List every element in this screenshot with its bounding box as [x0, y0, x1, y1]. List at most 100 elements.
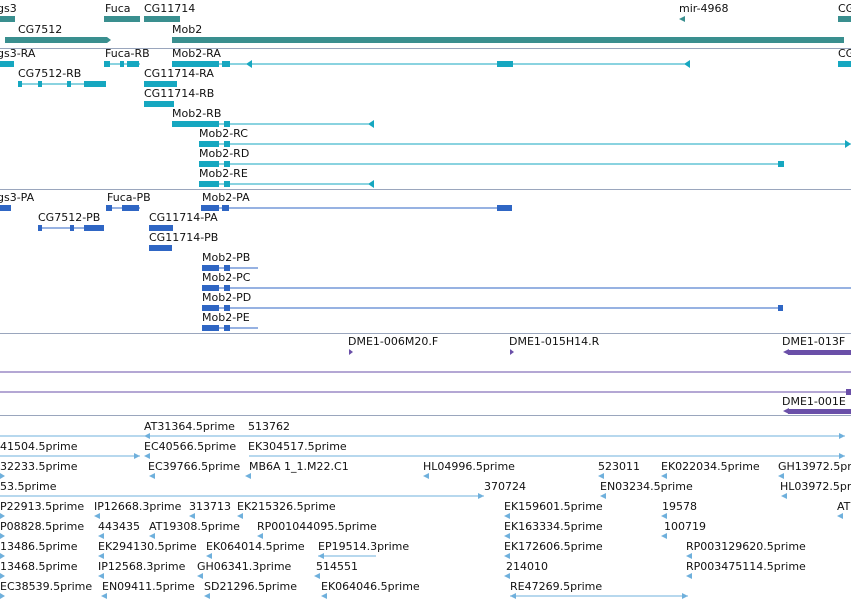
est-label[interactable]: EC38539.5prime	[0, 580, 92, 593]
est-label[interactable]: 443435	[98, 520, 140, 533]
protein-label[interactable]: CG11714-PB	[149, 231, 218, 244]
protein-feature[interactable]	[106, 205, 112, 211]
est-label[interactable]: 214010	[506, 560, 548, 573]
est-label[interactable]: 100719	[664, 520, 706, 533]
protein-label[interactable]: Mob2-PA	[202, 191, 250, 204]
gene-feature-mir-4968[interactable]	[679, 16, 685, 22]
est-label[interactable]: RP001044095.5prime	[257, 520, 377, 533]
est-label[interactable]: IP12568.3prime	[98, 560, 186, 573]
est-label[interactable]: 370724	[484, 480, 526, 493]
protein-label[interactable]: CG7512-PB	[38, 211, 100, 224]
est-label[interactable]: 41504.5prime	[0, 440, 78, 453]
protein-feature[interactable]	[38, 225, 42, 231]
clone-feature[interactable]	[349, 349, 353, 355]
protein-feature[interactable]	[149, 225, 173, 231]
est-label[interactable]: EK064014.5prime	[206, 540, 305, 553]
protein-feature[interactable]	[202, 305, 219, 311]
gene-feature-cg-right[interactable]	[838, 16, 851, 22]
est-label[interactable]: 53.5prime	[0, 480, 57, 493]
est-label[interactable]: AT19308.5prime	[149, 520, 240, 533]
transcript-feature[interactable]	[838, 61, 851, 67]
gene-feature-gs3[interactable]	[0, 16, 15, 22]
est-label[interactable]: EN03234.5prime	[600, 480, 693, 493]
est-label[interactable]: P08828.5prime	[0, 520, 84, 533]
est-label[interactable]: 514551	[316, 560, 358, 573]
est-label[interactable]: EK172606.5prime	[504, 540, 603, 553]
transcript-label[interactable]: gs3-RA	[0, 47, 36, 60]
transcript-feature[interactable]	[199, 181, 219, 187]
protein-feature[interactable]	[0, 205, 11, 211]
transcript-feature[interactable]	[144, 81, 177, 87]
transcript-feature[interactable]	[172, 121, 219, 127]
protein-label[interactable]: Mob2-PE	[202, 311, 250, 324]
transcript-label[interactable]: Mob2-RD	[199, 147, 249, 160]
est-label[interactable]: AT	[837, 500, 851, 513]
transcript-label[interactable]: Mob2-RC	[199, 127, 248, 140]
est-label[interactable]: EC40566.5prime	[144, 440, 236, 453]
gene-label[interactable]: gs3	[0, 2, 17, 15]
est-label[interactable]: 13468.5prime	[0, 560, 78, 573]
clone-feature[interactable]	[788, 350, 851, 355]
est-label[interactable]: EK304517.5prime	[248, 440, 347, 453]
protein-feature[interactable]	[149, 245, 172, 251]
protein-label[interactable]: Mob2-PB	[202, 251, 250, 264]
est-label[interactable]: 313713	[189, 500, 231, 513]
transcript-label[interactable]: Mob2-RA	[172, 47, 221, 60]
transcript-label[interactable]: CG11714-RA	[144, 67, 214, 80]
est-feature[interactable]	[144, 433, 150, 439]
protein-feature[interactable]	[202, 285, 219, 291]
protein-label[interactable]: Fuca-PB	[107, 191, 151, 204]
est-label[interactable]: 13486.5prime	[0, 540, 78, 553]
est-label[interactable]: SD21296.5prime	[204, 580, 297, 593]
est-label[interactable]: 523011	[598, 460, 640, 473]
gene-label[interactable]: CG7512	[18, 23, 62, 36]
est-label[interactable]: 513762	[248, 420, 290, 433]
clone-label[interactable]: DME1-006M20.F	[348, 335, 438, 348]
est-label[interactable]: HL04996.5prime	[423, 460, 515, 473]
transcript-feature[interactable]	[199, 141, 219, 147]
est-label[interactable]: IP12668.3prime	[94, 500, 182, 513]
transcript-label[interactable]: CG	[838, 47, 851, 60]
transcript-label[interactable]: Mob2-RE	[199, 167, 248, 180]
clone-label[interactable]: DME1-001E	[782, 395, 846, 408]
est-label[interactable]: 32233.5prime	[0, 460, 78, 473]
est-label[interactable]: EK215326.5prime	[237, 500, 336, 513]
est-label[interactable]: EK163334.5prime	[504, 520, 603, 533]
gene-feature-cg11714[interactable]	[144, 16, 180, 22]
transcript-label[interactable]: CG7512-RB	[18, 67, 81, 80]
est-label[interactable]: EK294130.5prime	[98, 540, 197, 553]
transcript-label[interactable]: Fuca-RB	[105, 47, 150, 60]
est-label[interactable]: EP19514.3prime	[318, 540, 409, 553]
clone-feature[interactable]	[788, 409, 851, 414]
protein-label[interactable]: gs3-PA	[0, 191, 35, 204]
clone-label[interactable]: DME1-015H14.R	[509, 335, 600, 348]
est-label[interactable]: EK064046.5prime	[321, 580, 420, 593]
protein-label[interactable]: Mob2-PD	[202, 291, 251, 304]
transcript-label[interactable]: CG11714-RB	[144, 87, 214, 100]
est-label[interactable]: EN09411.5prime	[102, 580, 195, 593]
gene-label[interactable]: Mob2	[172, 23, 202, 36]
est-label[interactable]: EK159601.5prime	[504, 500, 603, 513]
est-label[interactable]: RP003129620.5prime	[686, 540, 806, 553]
clone-feature[interactable]	[510, 349, 514, 355]
gene-label[interactable]: mir-4968	[679, 2, 729, 15]
est-label[interactable]: AT31364.5prime	[144, 420, 235, 433]
est-label[interactable]: RE47269.5prime	[510, 580, 602, 593]
transcript-feature[interactable]	[172, 61, 219, 67]
est-label[interactable]: P22913.5prime	[0, 500, 84, 513]
est-label[interactable]: RP003475114.5prime	[686, 560, 806, 573]
transcript-label[interactable]: Mob2-RB	[172, 107, 221, 120]
transcript-feature[interactable]	[144, 101, 174, 107]
est-feature[interactable]	[144, 453, 150, 459]
est-label[interactable]: EC39766.5prime	[148, 460, 240, 473]
est-label[interactable]: HL03972.5prime	[780, 480, 851, 493]
transcript-feature[interactable]	[104, 61, 110, 67]
est-label[interactable]: GH13972.5prime	[778, 460, 851, 473]
est-label[interactable]: EK022034.5prime	[661, 460, 760, 473]
protein-label[interactable]: Mob2-PC	[202, 271, 251, 284]
est-label[interactable]: 19578	[662, 500, 697, 513]
est-label[interactable]: MB6A 1_1.M22.C1	[249, 460, 349, 473]
protein-feature[interactable]	[201, 205, 219, 211]
gene-label[interactable]: CG11714	[144, 2, 195, 15]
transcript-feature[interactable]	[0, 61, 14, 67]
